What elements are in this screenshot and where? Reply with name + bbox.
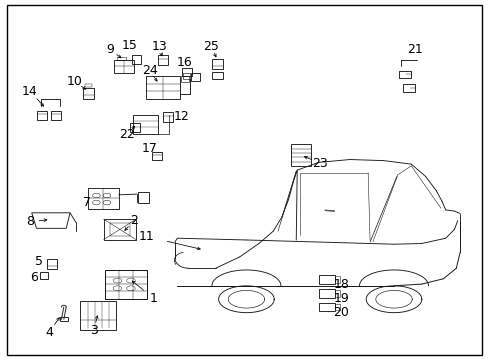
Text: 23: 23 bbox=[312, 157, 327, 170]
Text: 3: 3 bbox=[89, 324, 97, 337]
Text: 5: 5 bbox=[35, 255, 43, 267]
Bar bbox=[334, 291, 340, 297]
Text: 14: 14 bbox=[22, 85, 38, 98]
Bar bbox=[87, 188, 119, 208]
Text: 21: 21 bbox=[406, 43, 422, 56]
Bar bbox=[105, 270, 147, 298]
Text: 13: 13 bbox=[151, 40, 167, 53]
Bar bbox=[80, 301, 116, 330]
Bar bbox=[334, 276, 340, 283]
Bar bbox=[83, 88, 94, 99]
Text: 18: 18 bbox=[333, 278, 348, 291]
Bar bbox=[41, 273, 48, 279]
Bar bbox=[181, 76, 188, 82]
Bar bbox=[37, 111, 46, 120]
Bar bbox=[182, 68, 191, 76]
Text: 22: 22 bbox=[119, 129, 135, 141]
Bar bbox=[103, 219, 136, 240]
Text: 19: 19 bbox=[333, 292, 348, 305]
Bar bbox=[162, 112, 173, 122]
Bar bbox=[158, 55, 167, 65]
Text: 16: 16 bbox=[176, 57, 192, 69]
Text: 11: 11 bbox=[138, 230, 154, 243]
Bar bbox=[46, 259, 57, 269]
Bar bbox=[334, 304, 340, 310]
Text: 7: 7 bbox=[83, 197, 91, 210]
Bar bbox=[132, 55, 141, 64]
Bar bbox=[133, 114, 158, 134]
Text: 17: 17 bbox=[142, 142, 157, 155]
Bar bbox=[113, 60, 134, 73]
Text: 1: 1 bbox=[149, 292, 157, 305]
Bar bbox=[191, 73, 200, 81]
Text: 24: 24 bbox=[142, 64, 157, 77]
Bar bbox=[138, 192, 148, 203]
Bar bbox=[152, 152, 162, 161]
Bar bbox=[183, 73, 190, 80]
Bar bbox=[319, 275, 334, 284]
Text: 15: 15 bbox=[122, 40, 137, 53]
Bar bbox=[146, 76, 180, 99]
Text: 20: 20 bbox=[333, 306, 348, 319]
Text: 10: 10 bbox=[66, 76, 82, 89]
Bar bbox=[85, 84, 92, 87]
Text: 12: 12 bbox=[173, 110, 189, 123]
Bar bbox=[212, 72, 223, 80]
Bar bbox=[403, 84, 414, 92]
Text: 9: 9 bbox=[106, 43, 114, 56]
Bar bbox=[130, 123, 140, 132]
Bar bbox=[51, 111, 61, 120]
Text: 2: 2 bbox=[130, 214, 138, 227]
Text: 4: 4 bbox=[45, 326, 53, 339]
Text: 25: 25 bbox=[203, 40, 219, 53]
Bar bbox=[117, 57, 125, 60]
Text: 6: 6 bbox=[30, 270, 38, 284]
Bar bbox=[398, 71, 410, 78]
Bar bbox=[212, 59, 223, 69]
Bar bbox=[110, 223, 129, 235]
Bar bbox=[319, 303, 334, 311]
Text: 8: 8 bbox=[26, 215, 34, 228]
Bar bbox=[60, 317, 68, 321]
Bar bbox=[290, 144, 310, 166]
Bar bbox=[319, 289, 334, 298]
